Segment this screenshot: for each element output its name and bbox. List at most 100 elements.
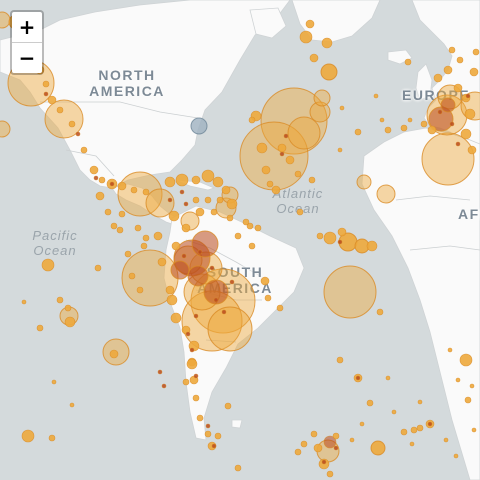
map-marker[interactable] <box>229 279 235 285</box>
map-marker[interactable] <box>64 304 72 312</box>
map-marker[interactable] <box>323 435 337 449</box>
map-marker[interactable] <box>0 11 11 29</box>
map-marker[interactable] <box>48 434 56 442</box>
map-marker[interactable] <box>366 399 374 407</box>
map-marker[interactable] <box>337 227 347 237</box>
map-marker[interactable] <box>427 421 433 427</box>
map-marker[interactable] <box>36 324 44 332</box>
map-marker[interactable] <box>47 95 57 105</box>
map-marker[interactable] <box>469 383 475 389</box>
map-marker[interactable] <box>391 409 397 415</box>
map-marker[interactable] <box>221 185 231 195</box>
map-marker[interactable] <box>56 106 64 114</box>
map-marker[interactable] <box>469 67 479 77</box>
map-marker[interactable] <box>109 181 115 187</box>
map-marker[interactable] <box>320 63 338 81</box>
map-marker[interactable] <box>305 19 315 29</box>
map-marker[interactable] <box>210 208 218 216</box>
map-marker[interactable] <box>449 121 455 127</box>
map-marker[interactable] <box>193 313 199 319</box>
map-marker[interactable] <box>467 145 477 155</box>
map-marker[interactable] <box>261 165 271 175</box>
map-marker[interactable] <box>416 424 424 432</box>
map-marker[interactable] <box>221 309 227 315</box>
map-marker[interactable] <box>440 97 456 113</box>
map-marker[interactable] <box>95 191 105 201</box>
map-marker[interactable] <box>226 214 234 222</box>
map-marker[interactable] <box>309 53 319 63</box>
map-marker[interactable] <box>201 169 215 183</box>
map-marker[interactable] <box>339 105 345 111</box>
map-marker[interactable] <box>349 437 355 443</box>
map-marker[interactable] <box>189 347 195 353</box>
map-marker[interactable] <box>191 175 201 185</box>
map-marker[interactable] <box>211 443 217 449</box>
map-marker[interactable] <box>64 316 76 328</box>
map-marker[interactable] <box>294 170 302 178</box>
map-marker[interactable] <box>287 116 321 150</box>
map-marker[interactable] <box>205 423 211 429</box>
map-marker[interactable] <box>359 421 365 427</box>
map-marker[interactable] <box>420 120 428 128</box>
map-marker[interactable] <box>400 428 408 436</box>
map-marker[interactable] <box>448 46 456 54</box>
map-marker[interactable] <box>157 369 163 375</box>
map-marker[interactable] <box>183 201 189 207</box>
map-marker[interactable] <box>190 117 208 135</box>
map-marker[interactable] <box>283 133 289 139</box>
map-marker[interactable] <box>128 272 136 280</box>
map-marker[interactable] <box>321 459 327 465</box>
map-marker[interactable] <box>164 176 176 188</box>
map-marker[interactable] <box>224 402 232 410</box>
map-marker[interactable] <box>316 232 324 240</box>
map-marker[interactable] <box>213 297 219 303</box>
map-marker[interactable] <box>337 147 343 153</box>
map-marker[interactable] <box>140 242 148 250</box>
map-marker[interactable] <box>68 120 76 128</box>
map-marker[interactable] <box>443 437 449 443</box>
map-marker[interactable] <box>410 426 418 434</box>
map-marker[interactable] <box>193 373 199 379</box>
map-marker[interactable] <box>136 286 144 294</box>
map-marker[interactable] <box>166 294 178 306</box>
map-marker[interactable] <box>182 378 190 386</box>
map-marker[interactable] <box>308 176 316 184</box>
map-marker[interactable] <box>465 93 471 99</box>
map-marker[interactable] <box>203 279 229 305</box>
map-marker[interactable] <box>21 429 35 443</box>
map-marker[interactable] <box>464 396 472 404</box>
map-marker[interactable] <box>354 128 362 136</box>
map-marker[interactable] <box>370 440 386 456</box>
map-marker[interactable] <box>161 383 167 389</box>
map-marker[interactable] <box>437 109 443 115</box>
map-marker[interactable] <box>407 117 413 123</box>
map-marker[interactable] <box>181 253 187 259</box>
map-marker[interactable] <box>204 196 212 204</box>
map-marker[interactable] <box>21 299 27 305</box>
map-marker[interactable] <box>337 239 343 245</box>
map-marker[interactable] <box>165 285 175 295</box>
map-marker[interactable] <box>285 155 295 165</box>
map-marker[interactable] <box>443 65 453 75</box>
map-marker[interactable] <box>89 165 99 175</box>
map-marker[interactable] <box>145 188 175 218</box>
map-marker[interactable] <box>226 198 238 210</box>
map-marker[interactable] <box>323 265 377 319</box>
map-marker[interactable] <box>355 375 361 381</box>
map-marker[interactable] <box>117 181 127 191</box>
zoom-in-button[interactable]: + <box>18 15 36 39</box>
map-marker[interactable] <box>271 185 281 195</box>
map-marker[interactable] <box>167 197 173 203</box>
map-marker[interactable] <box>471 427 477 433</box>
map-marker[interactable] <box>260 276 270 286</box>
map-marker[interactable] <box>186 358 198 370</box>
map-marker[interactable] <box>168 210 180 222</box>
map-marker[interactable] <box>196 414 204 422</box>
map-marker[interactable] <box>453 453 459 459</box>
map-marker[interactable] <box>192 394 200 402</box>
map-marker[interactable] <box>453 83 463 93</box>
map-marker[interactable] <box>460 128 472 140</box>
map-marker[interactable] <box>385 375 391 381</box>
map-marker[interactable] <box>376 308 384 316</box>
map-marker[interactable] <box>356 174 372 190</box>
